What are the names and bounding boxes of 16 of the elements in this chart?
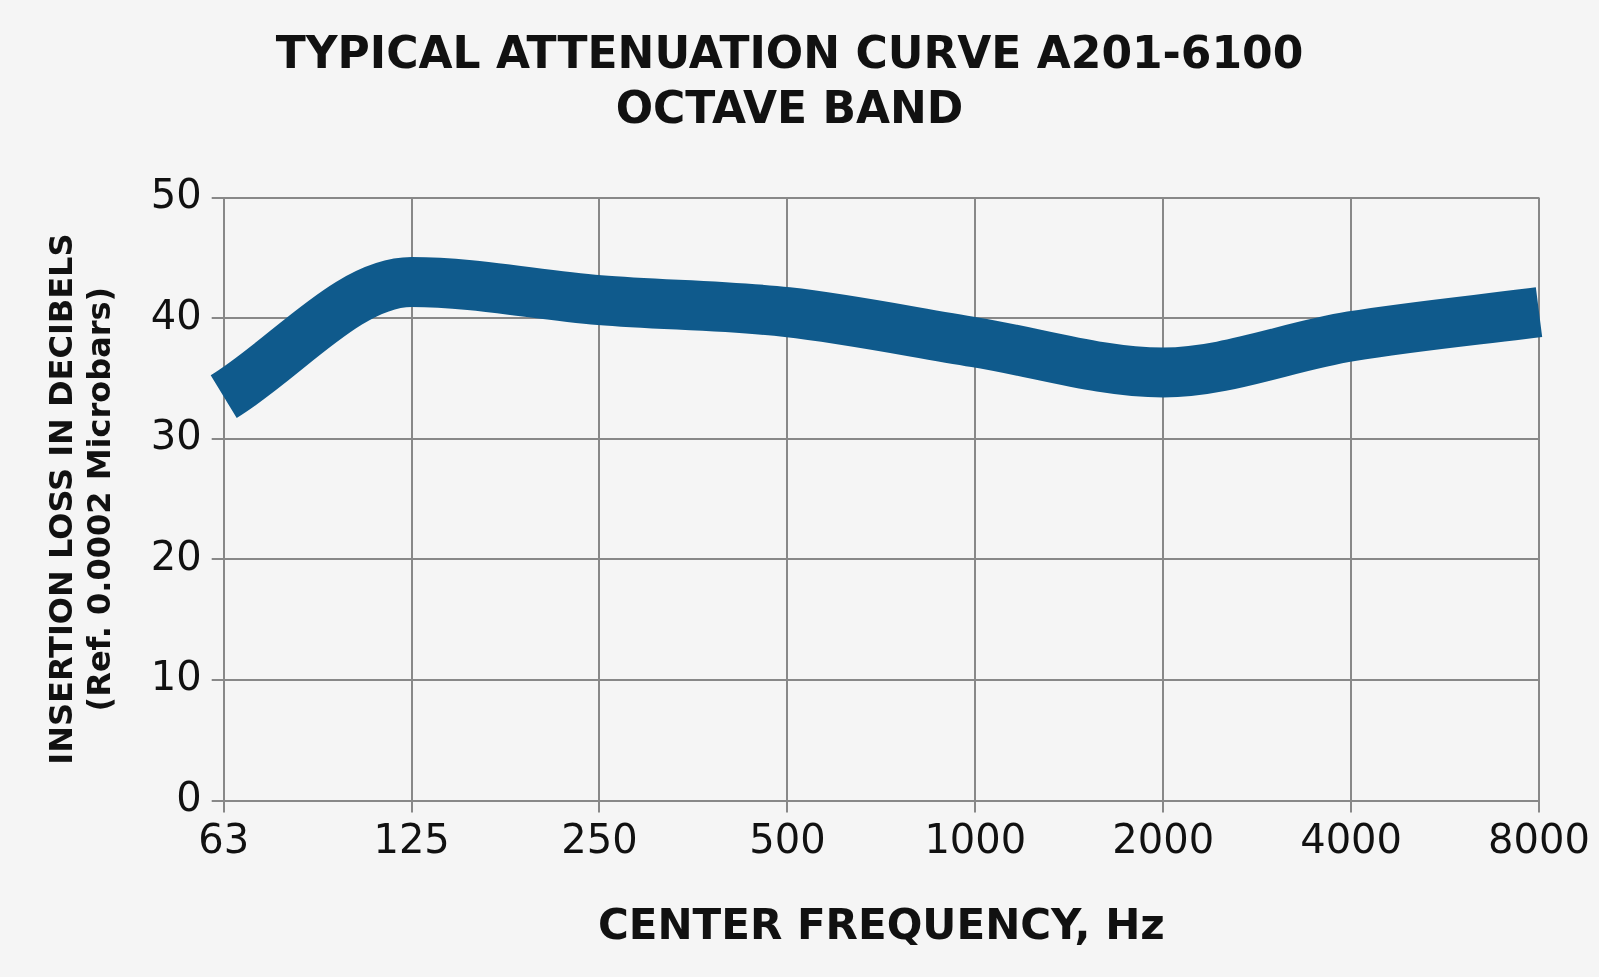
y-tick-label: 50: [150, 170, 202, 217]
y-tick-label: 10: [150, 653, 202, 700]
x-tick-label: 1000: [924, 815, 1027, 862]
x-tick-label: 4000: [1300, 815, 1402, 862]
y-axis-title: INSERTION LOSS IN DECIBELS (Ref. 0.0002 Microbars): [41, 233, 118, 765]
x-tick-label: 8000: [1488, 815, 1590, 862]
chart-subtitle: OCTAVE BAND: [615, 81, 964, 133]
chart-title: TYPICAL ATTENUATION CURVE A201-6100: [275, 26, 1304, 78]
x-tick-label: 250: [561, 815, 638, 862]
x-tick-label: 2000: [1112, 815, 1215, 862]
y-tick-label: 30: [150, 412, 202, 459]
x-tick-label: 500: [749, 815, 826, 862]
y-tick-label: 40: [150, 291, 202, 338]
x-tick-label: 125: [373, 815, 450, 862]
x-axis-title: CENTER FREQUENCY, Hz: [597, 899, 1165, 949]
y-tick-label: 20: [150, 532, 202, 579]
